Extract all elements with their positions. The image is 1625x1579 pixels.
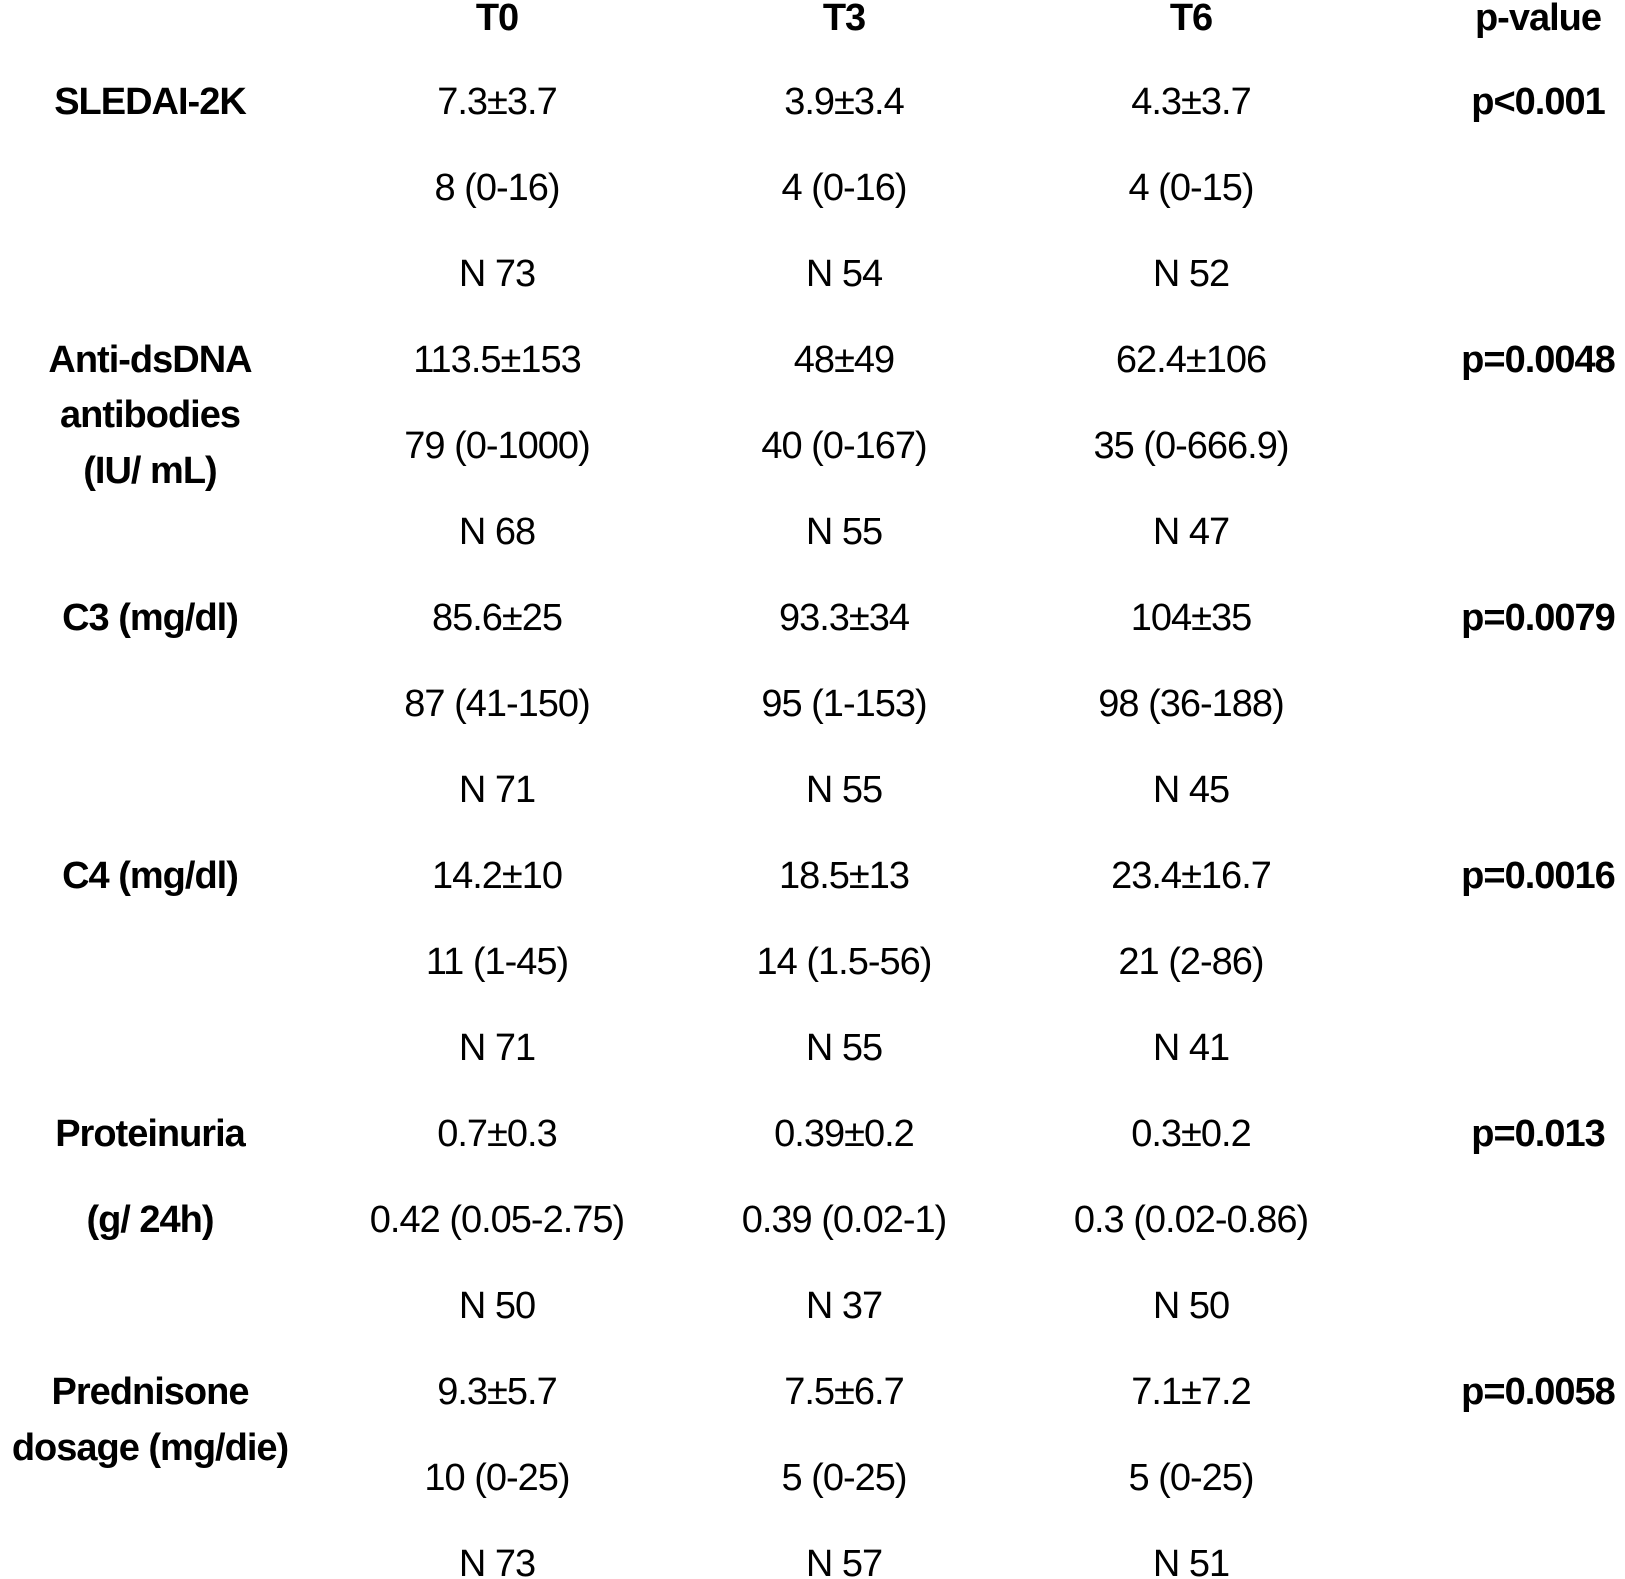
- p-value: p<0.001: [1471, 81, 1605, 123]
- cell-value: 4 (0-15): [1128, 167, 1253, 209]
- p-value: p=0.0079: [1461, 597, 1615, 639]
- p-value: p=0.013: [1471, 1113, 1605, 1155]
- cell-value: 40 (0-167): [761, 425, 926, 467]
- cell-value: 0.3 (0.02-0.86): [1074, 1199, 1308, 1241]
- cell-value: N 45: [1153, 769, 1229, 811]
- cell-value: N 73: [459, 1543, 535, 1579]
- row-label: SLEDAI-2K: [54, 81, 247, 123]
- cell-value: 62.4±106: [1116, 339, 1266, 381]
- cell-value: 14.2±10: [432, 855, 562, 897]
- cell-value: N 37: [806, 1285, 882, 1327]
- cell-value: 4 (0-16): [781, 167, 906, 209]
- cell-value: 0.42 (0.05-2.75): [370, 1199, 624, 1241]
- cell-value: N 52: [1153, 253, 1229, 295]
- cell-value: 14 (1.5-56): [757, 941, 932, 983]
- cell-value: 98 (36-188): [1098, 683, 1283, 725]
- cell-value: 7.1±7.2: [1131, 1371, 1251, 1413]
- cell-value: 9.3±5.7: [437, 1371, 557, 1413]
- cell-value: N 50: [1153, 1285, 1229, 1327]
- p-value: p=0.0016: [1461, 855, 1615, 897]
- cell-value: 87 (41-150): [404, 683, 589, 725]
- cell-value: 93.3±34: [779, 597, 910, 639]
- column-header: p-value: [1475, 0, 1601, 39]
- cell-value: 104±35: [1131, 597, 1252, 639]
- p-value: p=0.0058: [1461, 1371, 1615, 1413]
- cell-value: N 71: [459, 1027, 535, 1069]
- cell-value: 0.39±0.2: [774, 1113, 914, 1155]
- cell-value: N 55: [806, 769, 882, 811]
- cell-value: N 55: [806, 1027, 882, 1069]
- row-label: C3 (mg/dl): [62, 597, 238, 639]
- cell-value: N 71: [459, 769, 535, 811]
- column-header: T6: [1170, 0, 1212, 39]
- row-label: (g/ 24h): [86, 1199, 213, 1241]
- cell-value: 21 (2-86): [1118, 941, 1263, 983]
- cell-value: 113.5±153: [413, 339, 581, 381]
- row-label: Anti-dsDNA: [48, 339, 252, 381]
- cell-value: 5 (0-25): [1128, 1457, 1253, 1499]
- column-header: T3: [823, 0, 865, 39]
- cell-value: N 73: [459, 253, 535, 295]
- cell-value: 11 (1-45): [426, 941, 568, 983]
- cell-value: 79 (0-1000): [404, 425, 589, 467]
- cell-value: N 41: [1153, 1027, 1229, 1069]
- cell-value: N 55: [806, 511, 882, 553]
- cell-value: 7.3±3.7: [437, 81, 557, 123]
- column-header: T0: [476, 0, 518, 39]
- cell-value: 10 (0-25): [424, 1457, 569, 1499]
- row-label: Prednisone: [52, 1371, 249, 1413]
- cell-value: 0.3±0.2: [1131, 1113, 1251, 1155]
- cell-value: 5 (0-25): [781, 1457, 906, 1499]
- row-label: dosage (mg/die): [12, 1427, 288, 1469]
- cell-value: 7.5±6.7: [784, 1371, 904, 1413]
- cell-value: N 50: [459, 1285, 535, 1327]
- cell-value: 0.39 (0.02-1): [742, 1199, 947, 1241]
- p-value: p=0.0048: [1461, 339, 1615, 381]
- row-label: antibodies: [60, 394, 240, 436]
- cell-value: 18.5±13: [779, 855, 909, 897]
- cell-value: N 57: [806, 1543, 882, 1579]
- cell-value: N 68: [459, 511, 535, 553]
- cell-value: 85.6±25: [432, 597, 562, 639]
- cell-value: N 54: [806, 253, 883, 295]
- cell-value: 3.9±3.4: [784, 81, 904, 123]
- cell-value: 0.7±0.3: [437, 1113, 557, 1155]
- row-label: Proteinuria: [55, 1113, 246, 1155]
- cell-value: 4.3±3.7: [1131, 81, 1251, 123]
- cell-value: N 47: [1153, 511, 1229, 553]
- cell-value: 35 (0-666.9): [1093, 425, 1288, 467]
- row-label: C4 (mg/dl): [62, 855, 238, 897]
- row-label: (IU/ mL): [83, 450, 216, 492]
- cell-value: 95 (1-153): [761, 683, 926, 725]
- cell-value: 48±49: [794, 339, 894, 381]
- cell-value: N 51: [1153, 1543, 1229, 1579]
- cell-value: 8 (0-16): [434, 167, 559, 209]
- cell-value: 23.4±16.7: [1111, 855, 1271, 897]
